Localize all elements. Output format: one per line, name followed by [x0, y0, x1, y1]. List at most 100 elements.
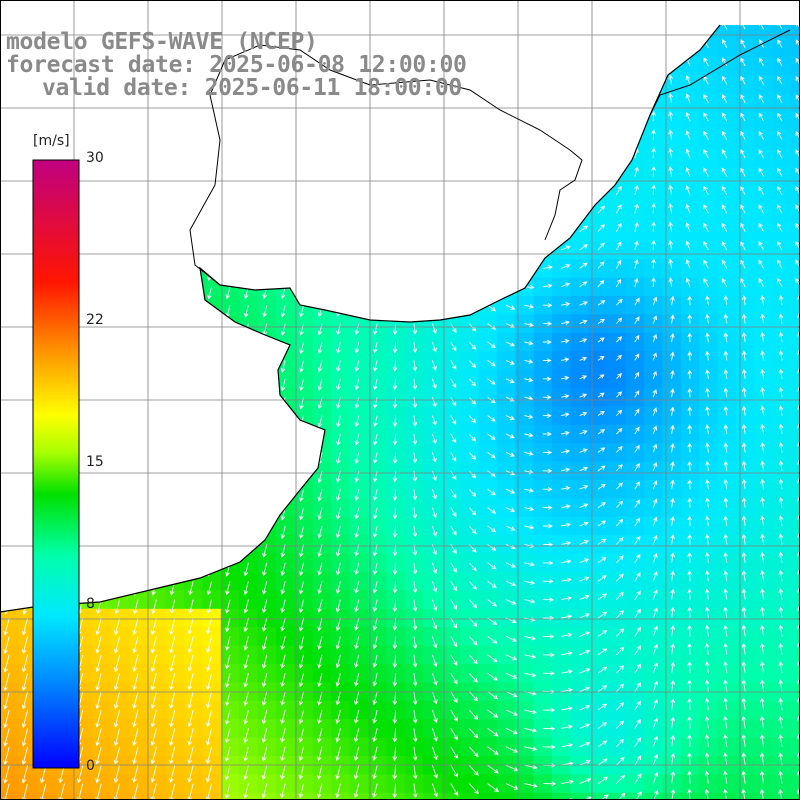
wind-cell: [662, 645, 682, 665]
wind-cell: [717, 737, 737, 757]
wind-arrow: [634, 426, 640, 435]
wind-arrow: [298, 673, 305, 688]
wind-cell: [699, 167, 719, 187]
wind-cell: [772, 130, 792, 150]
wind-cell: [423, 792, 443, 800]
wind-arrow: [705, 405, 710, 416]
wind-arrow: [561, 264, 571, 269]
wind-arrow: [561, 357, 570, 362]
wind-arrow: [95, 783, 102, 800]
colorbar: [32, 159, 80, 769]
wind-arrow: [542, 358, 552, 363]
wind-arrow: [450, 580, 457, 592]
wind-arrow: [597, 794, 609, 800]
wind-arrow: [317, 617, 323, 632]
wind-arrow: [561, 467, 571, 473]
wind-arrow: [468, 636, 478, 646]
wind-arrow: [299, 525, 305, 539]
wind-arrow: [561, 687, 573, 693]
wind-cell: [662, 112, 682, 131]
wind-arrow: [224, 783, 231, 799]
wind-cell: [202, 792, 222, 800]
wind-cell: [147, 792, 167, 800]
wind-arrow: [616, 591, 624, 600]
wind-cell: [680, 480, 700, 499]
wind-arrow: [778, 460, 784, 471]
wind-cell: [680, 535, 700, 555]
wind-arrow: [412, 433, 418, 446]
wind-arrow: [450, 323, 457, 334]
wind-arrow: [778, 734, 783, 747]
wind-cell: [680, 700, 700, 720]
wind-arrow: [741, 460, 747, 471]
wind-arrow: [206, 617, 213, 635]
wind-arrow: [778, 715, 783, 729]
wind-arrow: [760, 442, 765, 453]
wind-arrow: [740, 75, 746, 85]
wind-arrow: [243, 765, 249, 781]
wind-arrow: [468, 654, 478, 665]
wind-arrow: [113, 617, 121, 636]
wind-arrow: [524, 672, 537, 678]
wind-cell: [644, 627, 663, 647]
wind-arrow: [685, 222, 691, 232]
wind-arrow: [169, 709, 176, 728]
wind-arrow: [685, 75, 691, 85]
wind-arrow: [758, 149, 764, 159]
wind-arrow: [652, 625, 658, 637]
wind-arrow: [652, 571, 658, 582]
wind-arrow: [634, 682, 641, 692]
wind-cell: [625, 369, 645, 389]
wind-arrow: [685, 148, 691, 159]
wind-arrow: [169, 617, 176, 635]
wind-cell: [644, 590, 663, 610]
wind-cell: [625, 700, 645, 720]
wind-arrow: [354, 617, 360, 632]
wind-arrow: [505, 709, 518, 716]
wind-cell: [717, 645, 737, 665]
wind-cell: [680, 719, 700, 739]
colorbar-tick-8: 8: [86, 595, 95, 612]
wind-arrow: [542, 450, 553, 455]
wind-cell: [736, 296, 755, 315]
wind-arrow: [705, 313, 710, 324]
wind-arrow: [651, 110, 656, 122]
wind-arrow: [579, 686, 591, 693]
wind-cell: [662, 498, 682, 518]
wind-cell: [331, 792, 351, 800]
wind-arrow: [262, 617, 268, 632]
wind-cell: [791, 756, 800, 775]
wind-cell: [644, 461, 663, 481]
wind-arrow: [225, 286, 231, 300]
wind-arrow: [206, 673, 213, 691]
wind-cell: [754, 130, 774, 150]
wind-arrow: [261, 728, 268, 744]
wind-arrow: [169, 599, 176, 615]
wind-arrow: [524, 709, 537, 715]
wind-arrow: [3, 728, 10, 747]
wind-cell: [772, 277, 792, 297]
wind-arrow: [187, 783, 194, 800]
wind-arrow: [685, 240, 691, 251]
wind-arrow: [468, 433, 477, 442]
wind-arrow: [468, 709, 479, 720]
wind-arrow: [723, 752, 728, 766]
wind-arrow: [721, 112, 728, 122]
wind-arrow: [561, 485, 571, 491]
wind-cell: [736, 719, 755, 739]
wind-arrow: [670, 679, 676, 692]
wind-cell: [736, 369, 755, 389]
wind-arrow: [703, 277, 709, 288]
wind-arrow: [722, 25, 728, 30]
wind-cell: [791, 25, 800, 39]
wind-arrow: [468, 396, 477, 405]
wind-arrow: [777, 57, 783, 67]
wind-cell: [772, 185, 792, 205]
wind-cell: [662, 792, 682, 800]
wind-arrow: [468, 470, 477, 479]
wind-cell: [754, 369, 774, 389]
wind-arrow: [760, 569, 765, 582]
wind-arrow: [721, 277, 728, 288]
wind-arrow: [741, 331, 747, 343]
wind-arrow: [760, 496, 765, 508]
